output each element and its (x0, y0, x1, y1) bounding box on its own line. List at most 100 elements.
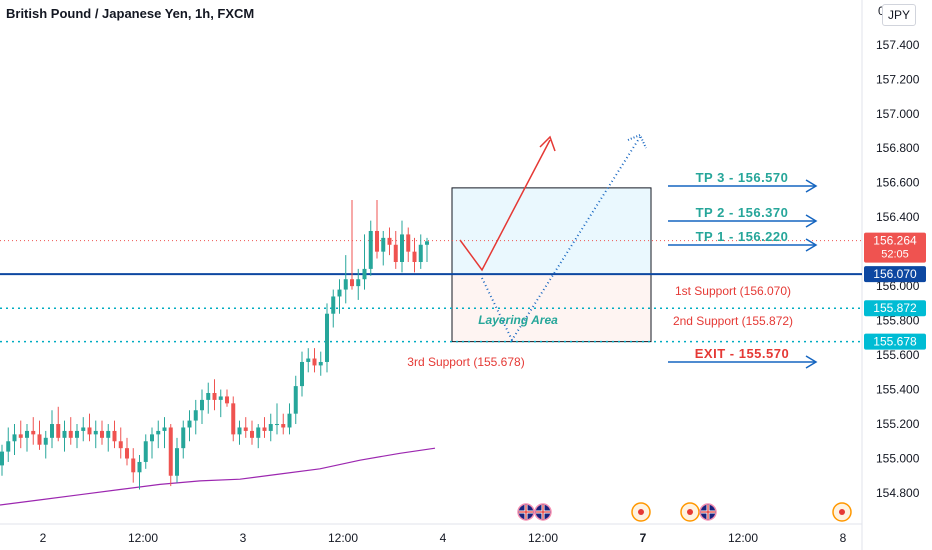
event-dot-center (638, 509, 644, 515)
forecast-path-red (459, 139, 551, 272)
x-tick-label: 8 (840, 531, 847, 545)
candle (31, 430, 36, 435)
candle (106, 430, 111, 438)
candle (400, 234, 404, 262)
y-tick-label: 156.600 (876, 176, 920, 190)
candle (37, 434, 42, 445)
candle (0, 451, 4, 466)
candle (231, 403, 236, 435)
candle (81, 427, 86, 431)
candle (143, 441, 148, 462)
candle (375, 230, 379, 252)
price-label-155678-text: 155.678 (873, 335, 917, 349)
candle (287, 413, 292, 428)
target-zone (452, 187, 651, 275)
y-tick-label: 155.800 (876, 314, 920, 328)
y-tick-label: 156.400 (876, 210, 920, 224)
candle (387, 237, 392, 245)
blue-arrow-head-icon (627, 133, 647, 149)
y-tick-label: 157.200 (876, 72, 920, 86)
candle (156, 430, 161, 435)
candle (306, 358, 311, 362)
tp3-arrow-head-icon (805, 179, 818, 193)
red-arrow-head-icon (539, 135, 556, 152)
y-tick-label: 154.800 (876, 486, 920, 500)
event-dot-center (839, 509, 845, 515)
layering-area-label: Layering Area (478, 313, 558, 327)
candle (331, 296, 336, 314)
exit-arrow-head-icon (805, 355, 818, 369)
candle (275, 424, 279, 426)
candle (406, 234, 411, 252)
price-label-155872-text: 155.872 (873, 301, 917, 315)
tp1-arrow-head-icon (805, 238, 818, 252)
candle (356, 279, 361, 287)
x-tick-label: 7 (640, 531, 647, 545)
forecast-path-blue (481, 136, 641, 343)
candle (6, 441, 11, 452)
candle-countdown: 52:05 (881, 249, 909, 261)
candle (43, 437, 48, 445)
candle (225, 396, 229, 404)
current-price-badge (864, 232, 926, 263)
candle (256, 427, 261, 438)
candle (93, 430, 98, 435)
candle (56, 424, 61, 438)
candle (418, 244, 423, 262)
exit-label: EXIT - 155.570 (695, 346, 789, 361)
candle (125, 448, 129, 459)
candle (262, 427, 267, 431)
candle (350, 279, 354, 287)
candle (300, 361, 304, 387)
x-tick-label: 3 (240, 531, 247, 545)
candle (150, 434, 154, 442)
candle (412, 251, 417, 262)
candle (250, 430, 254, 438)
candle (187, 420, 192, 428)
candle (25, 430, 29, 438)
candle (343, 279, 348, 290)
stop-zone (452, 274, 651, 342)
event-dot-center (687, 509, 693, 515)
candle (100, 430, 104, 438)
candle (18, 434, 23, 438)
candle (137, 461, 142, 473)
candle (318, 361, 323, 366)
current-price-value: 156.264 (873, 234, 917, 248)
x-tick-label: 12:00 (728, 531, 758, 545)
candle (281, 424, 286, 428)
candle (87, 427, 92, 435)
candle (425, 241, 429, 245)
candle (362, 268, 367, 280)
y-tick-label: 155.400 (876, 383, 920, 397)
candle (393, 244, 398, 262)
candle (162, 427, 167, 431)
price-label-155678 (864, 333, 926, 350)
y-tick-label: 157.400 (876, 38, 920, 52)
position-box (451, 187, 652, 343)
tp2-label: TP 2 - 156.370 (696, 205, 789, 220)
chart-title: British Pound / Japanese Yen, 1h, FXCM (6, 6, 255, 21)
price-label-156070-text: 156.070 (873, 267, 917, 281)
candle (268, 424, 273, 431)
x-tick-label: 4 (440, 531, 447, 545)
candle (200, 399, 204, 411)
y-tick-label: 157.000 (876, 107, 920, 121)
candle (337, 289, 342, 297)
currency-selector[interactable]: JPY (882, 4, 916, 26)
candle (243, 427, 248, 431)
candle (12, 434, 17, 442)
candle (381, 237, 386, 252)
x-tick-label: 12:00 (328, 531, 358, 545)
candle (181, 427, 186, 449)
y-tick-label: 155.000 (876, 452, 920, 466)
x-tick-label: 2 (40, 531, 47, 545)
candle (118, 441, 123, 449)
y-tick-label: 155.600 (876, 348, 920, 362)
candle (168, 427, 173, 476)
candle (175, 448, 179, 476)
price-axis-top-label: 0 (878, 4, 885, 18)
candle (368, 230, 373, 269)
candle (212, 393, 217, 400)
